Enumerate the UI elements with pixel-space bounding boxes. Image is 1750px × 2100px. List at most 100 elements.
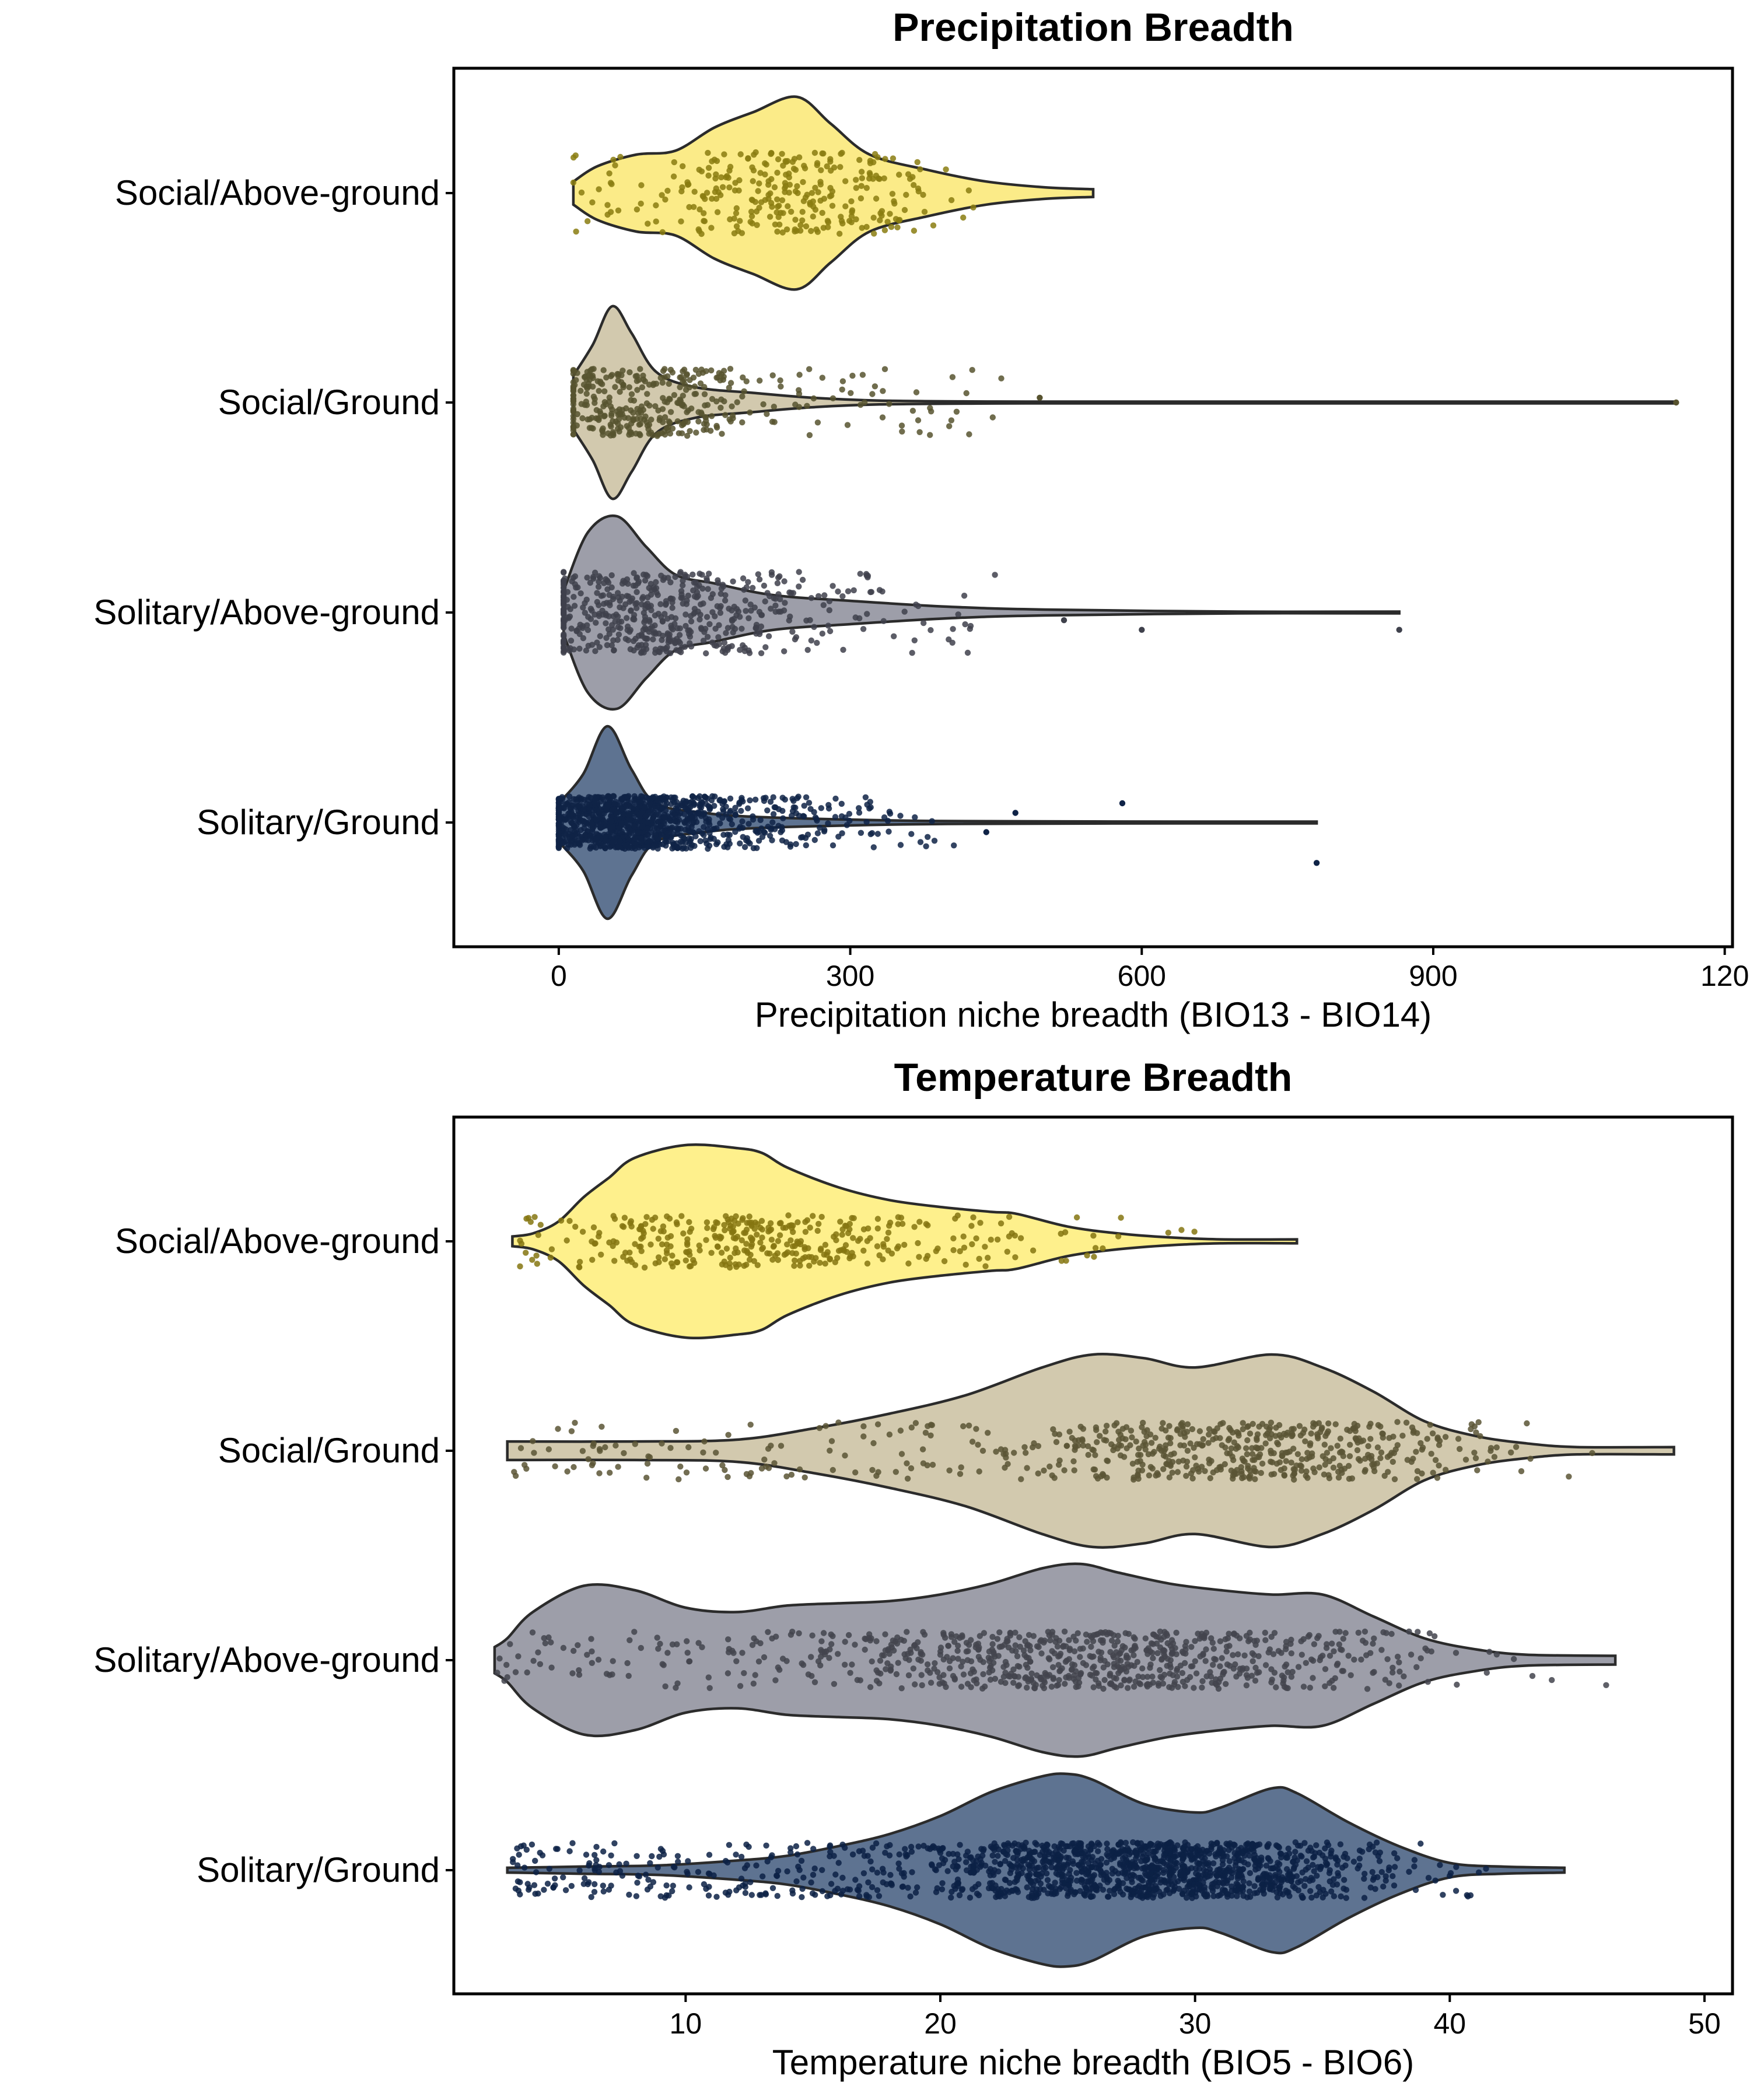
points-group — [511, 1419, 1595, 1483]
data-point — [737, 647, 743, 653]
data-point — [860, 626, 867, 632]
data-point — [726, 184, 733, 191]
data-point — [760, 401, 766, 408]
data-point — [904, 1475, 911, 1482]
data-point — [586, 813, 592, 820]
data-point — [928, 1432, 934, 1438]
data-point — [878, 208, 886, 214]
data-point — [775, 156, 782, 163]
data-point — [1378, 1449, 1385, 1456]
data-point — [905, 1672, 912, 1679]
data-point — [592, 1852, 598, 1859]
data-point — [1041, 1467, 1047, 1474]
data-point — [1315, 1884, 1322, 1891]
data-point — [722, 1466, 728, 1474]
data-point — [578, 189, 585, 196]
data-point — [1219, 1655, 1225, 1661]
data-point — [802, 194, 809, 201]
data-point — [921, 620, 927, 626]
data-point — [556, 808, 562, 816]
data-point — [545, 1446, 552, 1452]
data-point — [634, 589, 640, 596]
data-point — [600, 367, 607, 373]
data-point — [1262, 1637, 1269, 1643]
data-point — [1322, 1456, 1329, 1462]
data-point — [567, 805, 573, 812]
data-point — [800, 1874, 807, 1881]
data-point — [698, 411, 705, 417]
data-point — [652, 805, 659, 811]
data-point — [1199, 1678, 1206, 1685]
data-point — [1115, 1233, 1122, 1240]
data-point — [1027, 1658, 1034, 1665]
data-point — [1150, 1679, 1157, 1686]
data-point — [1385, 1469, 1391, 1475]
data-point — [1090, 1233, 1097, 1239]
data-point — [1094, 1439, 1100, 1446]
data-point — [828, 1438, 835, 1444]
data-point — [827, 156, 834, 162]
data-point — [548, 1639, 554, 1646]
data-point — [1252, 1476, 1258, 1482]
data-point — [814, 160, 821, 166]
data-point — [987, 1676, 994, 1683]
data-point — [754, 222, 760, 228]
data-point — [1009, 1230, 1015, 1237]
data-point — [810, 214, 817, 220]
data-point — [831, 164, 838, 171]
data-point — [1189, 1426, 1196, 1433]
data-point — [678, 430, 685, 436]
data-point — [648, 592, 654, 598]
data-point — [1287, 1640, 1294, 1647]
data-point — [1045, 1655, 1052, 1661]
data-point — [545, 1634, 552, 1641]
data-point — [667, 430, 674, 437]
data-point — [614, 636, 621, 643]
data-point — [1100, 1664, 1107, 1671]
data-point — [1207, 1475, 1213, 1482]
data-point — [840, 646, 846, 653]
data-point — [568, 1428, 575, 1434]
data-point — [597, 821, 604, 828]
data-point — [1247, 1629, 1253, 1636]
data-point — [600, 592, 607, 598]
data-point — [872, 383, 878, 390]
data-point — [1486, 1648, 1493, 1655]
data-point — [759, 834, 766, 841]
data-point — [948, 417, 955, 424]
data-point — [945, 1643, 952, 1649]
data-point — [1211, 1656, 1217, 1662]
data-point — [810, 1213, 816, 1219]
data-point — [574, 830, 580, 837]
data-point — [608, 584, 615, 591]
data-point — [599, 794, 606, 801]
data-point — [724, 625, 732, 631]
data-point — [662, 838, 668, 845]
data-point — [895, 1660, 901, 1666]
data-point — [1432, 1457, 1439, 1464]
data-point — [645, 819, 651, 826]
data-point — [811, 624, 817, 631]
data-point — [884, 817, 891, 824]
data-point — [804, 402, 810, 409]
data-point — [1275, 1648, 1282, 1654]
data-point — [524, 1669, 530, 1676]
data-point — [1110, 1447, 1116, 1454]
data-point — [960, 214, 967, 221]
data-point — [862, 1646, 868, 1653]
data-point — [799, 834, 806, 841]
data-point — [1252, 1642, 1259, 1648]
data-point — [826, 598, 833, 604]
data-point — [1139, 1461, 1146, 1468]
data-point — [749, 1642, 756, 1648]
data-point — [576, 645, 583, 652]
data-point — [1061, 1628, 1068, 1635]
data-point — [849, 372, 856, 379]
data-point — [702, 402, 708, 409]
data-point — [1101, 1437, 1108, 1443]
points-group — [570, 366, 1679, 439]
data-point — [1493, 1444, 1500, 1451]
data-point — [541, 1887, 547, 1893]
data-point — [626, 598, 633, 605]
data-point — [769, 372, 776, 379]
